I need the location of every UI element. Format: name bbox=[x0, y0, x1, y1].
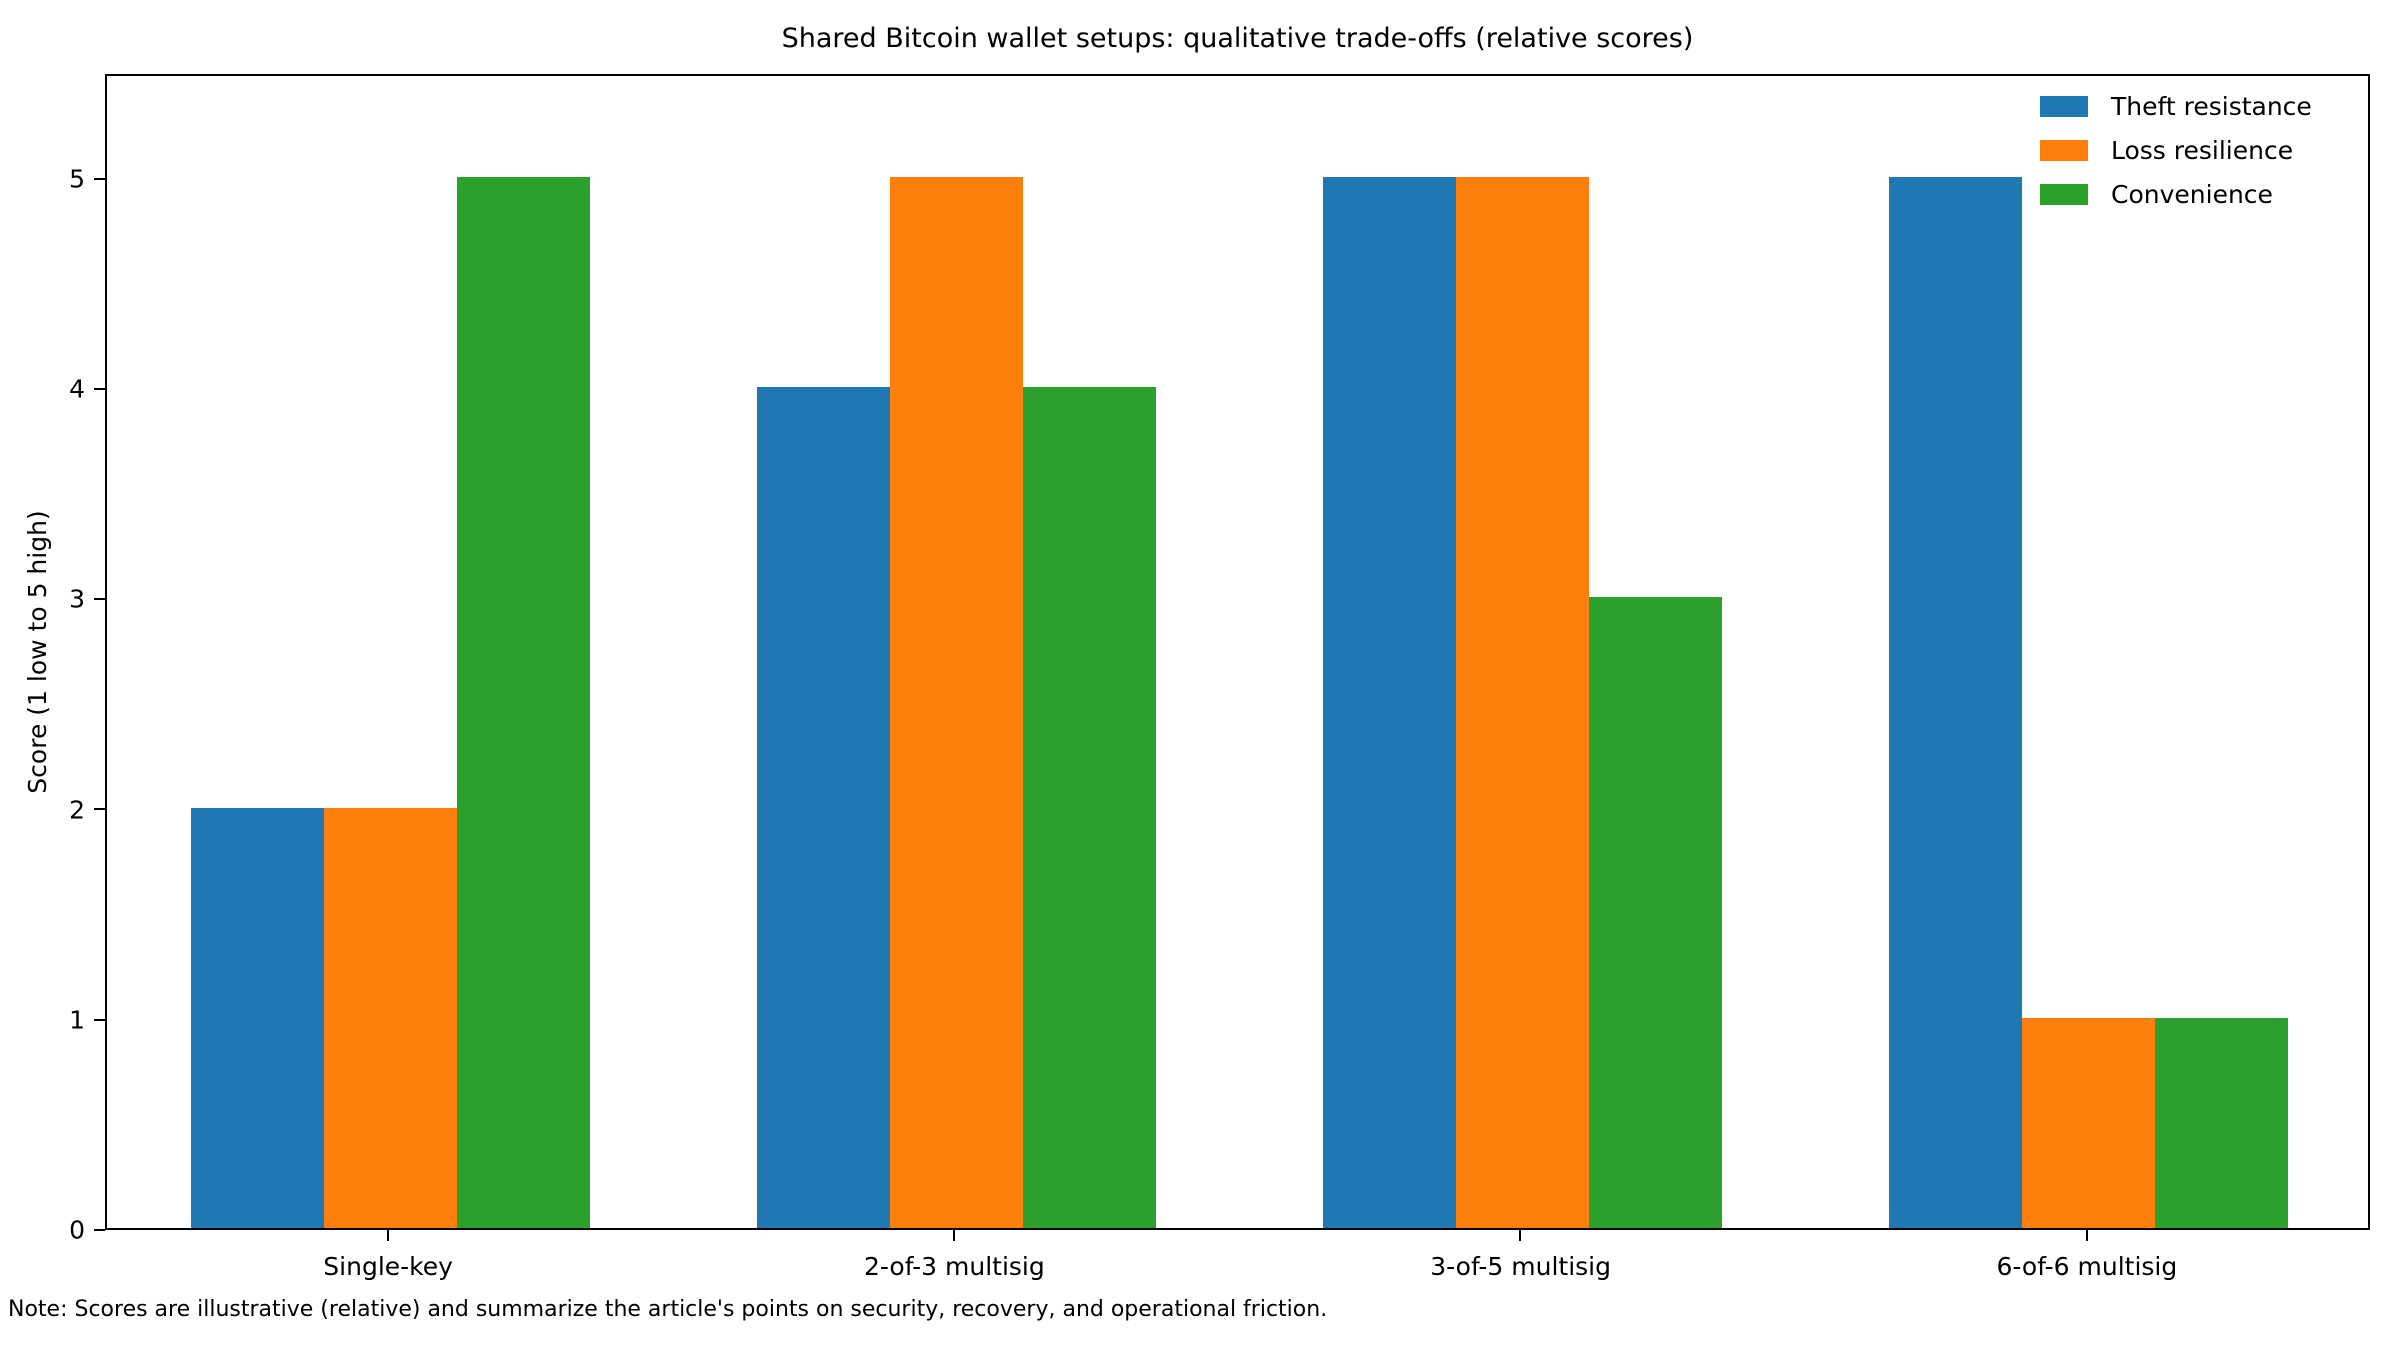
bar bbox=[456, 177, 590, 1228]
bar bbox=[1323, 177, 1457, 1228]
bar bbox=[1022, 387, 1156, 1228]
y-axis: 0 1 2 3 4 5 bbox=[0, 0, 105, 1350]
y-tick-mark bbox=[94, 598, 105, 601]
y-tick-label: 1 bbox=[69, 1005, 85, 1035]
x-axis: Single-key 2-of-3 multisig 3-of-5 multisig… bbox=[0, 1230, 2400, 1350]
bar bbox=[889, 177, 1023, 1228]
y-tick-label: 2 bbox=[69, 795, 85, 825]
y-tick-mark bbox=[94, 808, 105, 811]
x-tick-label: 6-of-6 multisig bbox=[1996, 1252, 2178, 1281]
legend-label: Loss resilience bbox=[2111, 135, 2294, 165]
legend-label: Theft resistance bbox=[2111, 91, 2312, 121]
bars-layer bbox=[107, 76, 2368, 1228]
legend-label: Convenience bbox=[2111, 179, 2273, 209]
x-tick-mark bbox=[953, 1230, 956, 1241]
legend: Theft resistance Loss resilience Convenien… bbox=[2040, 84, 2360, 216]
x-tick-label: 2-of-3 multisig bbox=[864, 1252, 1045, 1281]
y-tick-label: 5 bbox=[69, 164, 85, 194]
plot-area bbox=[105, 74, 2370, 1230]
y-tick-label: 3 bbox=[69, 584, 85, 614]
y-axis-label: Score (1 low to 5 high) bbox=[14, 0, 60, 1350]
bar bbox=[2155, 1017, 2289, 1228]
x-tick-mark bbox=[1519, 1230, 1522, 1241]
bar bbox=[1889, 177, 2023, 1228]
y-tick-mark bbox=[94, 388, 105, 391]
y-tick-label: 0 bbox=[69, 1215, 85, 1245]
bar bbox=[323, 807, 457, 1228]
legend-swatch-icon bbox=[2040, 183, 2088, 205]
bar bbox=[2022, 1017, 2156, 1228]
legend-item[interactable]: Convenience bbox=[2040, 172, 2360, 216]
y-tick-mark bbox=[94, 1018, 105, 1021]
bar bbox=[756, 387, 890, 1228]
chart-title: Shared Bitcoin wallet setups: qualitativ… bbox=[781, 23, 1694, 54]
legend-swatch-icon bbox=[2040, 139, 2088, 161]
bar bbox=[190, 807, 324, 1228]
y-axis-label-text: Score (1 low to 5 high) bbox=[22, 510, 52, 794]
y-tick-mark bbox=[94, 1228, 105, 1231]
x-tick-label: Single-key bbox=[323, 1252, 453, 1281]
y-tick-label: 4 bbox=[69, 374, 85, 404]
legend-item[interactable]: Loss resilience bbox=[2040, 128, 2360, 172]
x-tick-label: 3-of-5 multisig bbox=[1430, 1252, 1611, 1281]
x-tick-mark bbox=[2085, 1230, 2088, 1241]
x-tick-mark bbox=[386, 1230, 389, 1241]
legend-item[interactable]: Theft resistance bbox=[2040, 84, 2360, 128]
bar bbox=[1456, 177, 1590, 1228]
footnote: Note: Scores are illustrative (relative)… bbox=[8, 1297, 1328, 1322]
legend-swatch-icon bbox=[2040, 95, 2088, 117]
bar bbox=[1589, 597, 1723, 1228]
y-tick-mark bbox=[94, 177, 105, 180]
